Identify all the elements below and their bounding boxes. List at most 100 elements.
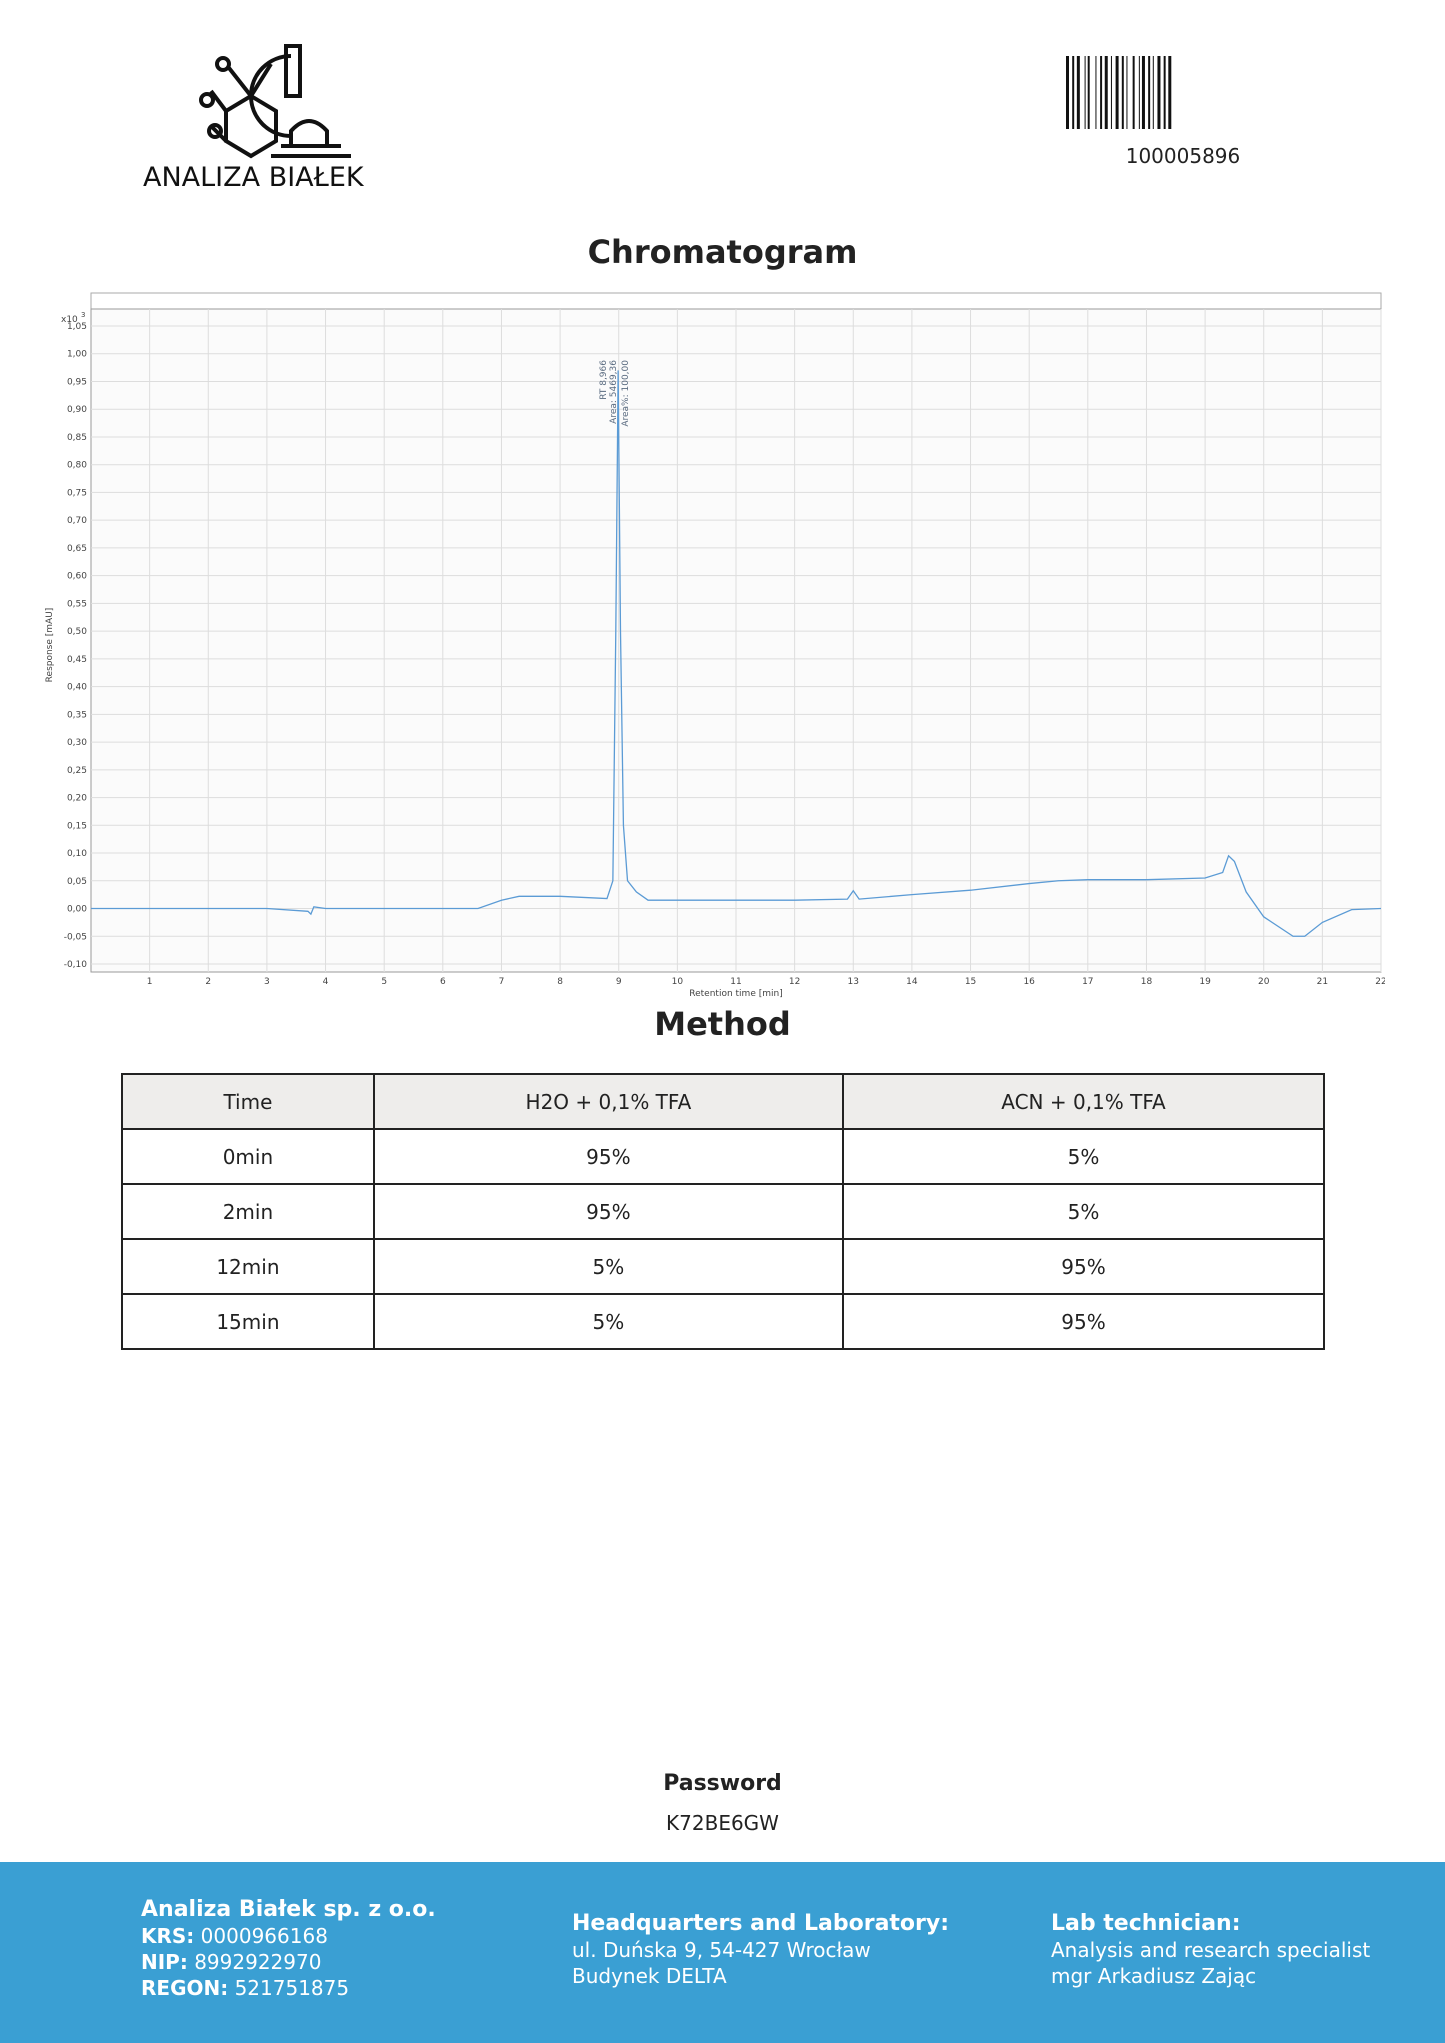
company-id: KRS: 0000966168: [141, 1923, 436, 1949]
y-tick-label: 0,70: [67, 516, 87, 526]
logo: ANALIZA BIAŁEK: [143, 44, 365, 193]
barcode-bar: [1126, 56, 1128, 129]
barcode-bar: [1115, 56, 1119, 129]
hq-info: Headquarters and Laboratory: ul. Duńska …: [572, 1911, 949, 1989]
tech-info: Lab technician: Analysis and research sp…: [1051, 1911, 1370, 1989]
y-tick-label: -0,10: [64, 960, 88, 970]
barcode-bar: [1152, 56, 1154, 129]
tech-title: Lab technician:: [1051, 1911, 1241, 1936]
password-label: Password: [663, 1771, 782, 1796]
x-tick-label: 13: [848, 977, 859, 987]
table-row: 15min 5% 95%: [121, 1293, 1326, 1350]
table-cell: 95%: [372, 1128, 844, 1185]
y-tick-label: 0,25: [67, 766, 87, 776]
x-tick-label: 7: [499, 977, 505, 987]
company-id: REGON: 521751875: [141, 1975, 436, 2001]
y-multiplier: x10: [61, 315, 78, 325]
x-tick-label: 3: [264, 977, 270, 987]
y-multiplier-exponent: 3: [81, 311, 85, 319]
method-table: Time H2O + 0,1% TFA ACN + 0,1% TFA 0min 95% 5…: [121, 1073, 1326, 1350]
x-tick-label: 9: [616, 977, 622, 987]
barcode-bar: [1163, 56, 1166, 129]
y-tick-label: 0,50: [67, 627, 87, 637]
table-cell: 5%: [841, 1128, 1326, 1185]
x-tick-label: 6: [440, 977, 446, 987]
x-tick-label: 16: [1023, 977, 1035, 987]
y-tick-label: 0,65: [67, 544, 87, 554]
barcode-bar: [1168, 56, 1172, 129]
hq-title: Headquarters and Laboratory:: [572, 1911, 950, 1936]
table-cell: 5%: [841, 1183, 1326, 1240]
barcode-number: 100005896: [1125, 144, 1241, 168]
table-row: 12min 5% 95%: [121, 1238, 1326, 1295]
footer: Analiza Białek sp. z o.o. KRS: 000096616…: [0, 1862, 1445, 2043]
y-tick-label: 0,80: [67, 461, 87, 471]
y-tick-label: 0,20: [67, 794, 87, 804]
peak-annotation: RT 8,966: [599, 360, 609, 400]
barcode-bar: [1072, 56, 1075, 129]
password-value: K72BE6GW: [666, 1811, 779, 1835]
barcode-bar: [1066, 56, 1069, 129]
x-tick-label: 17: [1082, 977, 1093, 987]
table-header-row: Time H2O + 0,1% TFA ACN + 0,1% TFA: [121, 1073, 1326, 1130]
y-tick-label: 0,30: [67, 738, 87, 748]
x-tick-label: 19: [1199, 977, 1211, 987]
y-tick-label: 0,35: [67, 710, 87, 720]
table-row: 2min 95% 5%: [121, 1183, 1326, 1240]
barcode-bar: [1095, 56, 1097, 129]
barcode-bar: [1138, 56, 1140, 129]
x-axis-label: Retention time [min]: [689, 989, 782, 998]
id-label: NIP:: [141, 1950, 188, 1974]
x-tick-label: 2: [205, 977, 211, 987]
x-tick-label: 10: [672, 977, 684, 987]
company-name: Analiza Białek sp. z o.o.: [141, 1897, 436, 1922]
company-info: Analiza Białek sp. z o.o. KRS: 000096616…: [141, 1897, 436, 2001]
logo-text: ANALIZA BIAŁEK: [143, 162, 365, 193]
x-tick-label: 11: [730, 977, 741, 987]
table-cell: 0min: [121, 1128, 375, 1185]
y-tick-label: 0,75: [67, 488, 87, 498]
y-tick-label: 0,40: [67, 683, 87, 693]
y-axis-label: Response [mAU]: [45, 608, 55, 683]
x-tick-label: 15: [965, 977, 976, 987]
tech-line: mgr Arkadiusz Zając: [1051, 1964, 1257, 1988]
y-tick-label: 0,15: [67, 821, 87, 831]
section-title: Chromatogram: [587, 233, 858, 271]
y-tick-label: 0,45: [67, 655, 87, 665]
table-cell: 2min: [121, 1183, 375, 1240]
company-id: NIP: 8992922970: [141, 1949, 436, 1975]
id-value: 0000966168: [200, 1924, 328, 1948]
y-tick-label: 1,05: [67, 322, 87, 332]
barcode: [1066, 56, 1172, 129]
barcode-bar: [1087, 56, 1090, 129]
y-tick-label: 0,00: [67, 905, 87, 915]
barcode-bar: [1100, 56, 1103, 129]
chart-header-frame: [90, 292, 1382, 310]
x-tick-label: 14: [906, 977, 918, 987]
id-label: REGON:: [141, 1976, 229, 2000]
barcode-bar: [1141, 56, 1145, 129]
x-tick-label: 12: [789, 977, 800, 987]
id-label: KRS:: [141, 1924, 195, 1948]
table-header-cell: Time: [121, 1073, 375, 1130]
table-header-cell: H2O + 0,1% TFA: [372, 1073, 844, 1130]
table-cell: 95%: [841, 1293, 1326, 1350]
table-cell: 5%: [372, 1238, 844, 1295]
table-header-cell: ACN + 0,1% TFA: [841, 1073, 1326, 1130]
x-tick-label: 18: [1141, 977, 1153, 987]
y-tick-label: 1,00: [67, 350, 87, 360]
y-tick-label: 0,60: [67, 572, 87, 582]
x-tick-label: 22: [1375, 977, 1385, 987]
barcode-bar: [1076, 56, 1080, 129]
id-value: 521751875: [234, 1976, 350, 2000]
y-tick-label: 0,05: [67, 877, 87, 887]
barcode-bar: [1148, 56, 1151, 129]
y-tick-label: 0,90: [67, 405, 87, 415]
table-cell: 5%: [372, 1293, 844, 1350]
chart: -0,10 -0,05 0,00 0,05 0,10 0,15 0,20 0,25 0,30 0,…: [43, 292, 1385, 998]
table-cell: 15min: [121, 1293, 375, 1350]
barcode-bar: [1121, 56, 1124, 129]
table-cell: 95%: [841, 1238, 1326, 1295]
table-cell: 12min: [121, 1238, 375, 1295]
